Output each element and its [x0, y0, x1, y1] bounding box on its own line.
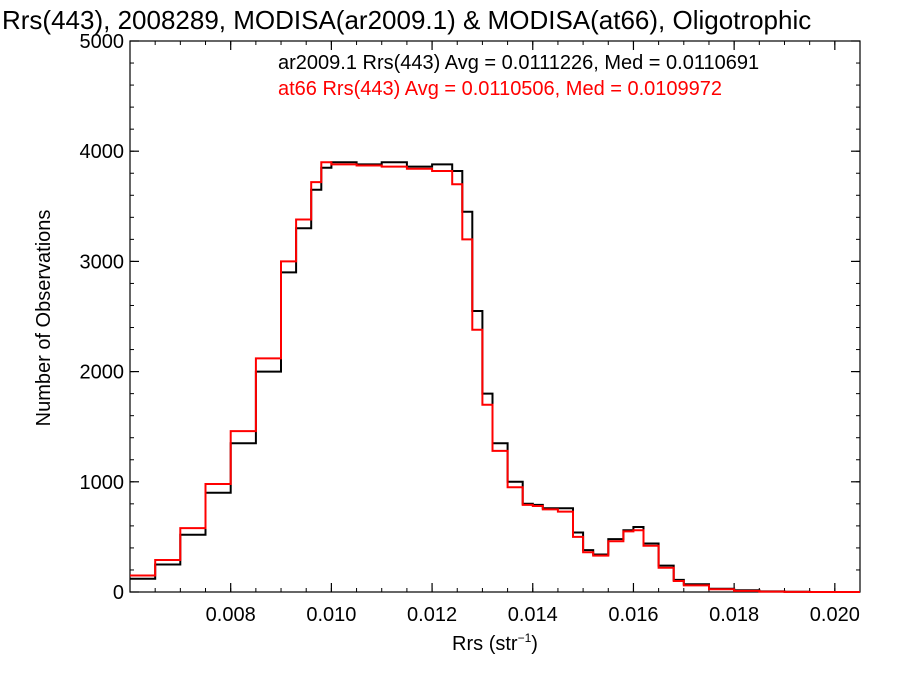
x-tick-label: 0.008	[206, 604, 256, 626]
series-line-2	[130, 161, 860, 593]
legend-entry-1: ar2009.1 Rrs(443) Avg = 0.0111226, Med =…	[278, 52, 759, 74]
x-tick-label: 0.012	[407, 604, 457, 626]
x-axis-label-text: Rrs (str	[452, 633, 518, 655]
plot-axes: 0.008 0.010 0.012 0.014 0.016 0.018 0.020 0 1000…	[80, 31, 861, 626]
legend-entry-2: at66 Rrs(443) Avg = 0.0110506, Med = 0.0…	[278, 78, 722, 100]
x-tick-label: 0.014	[508, 604, 558, 626]
x-tick-label: 0.016	[608, 604, 658, 626]
y-tick-label: 1000	[80, 472, 125, 494]
x-axis-label-superscript: −1	[518, 631, 532, 645]
y-tick-label: 0	[113, 582, 124, 604]
x-tick-label: 0.020	[810, 604, 860, 626]
y-tick-label: 4000	[80, 141, 125, 163]
series-layer	[130, 161, 860, 593]
plot-frame	[129, 40, 861, 593]
y-axis-label: Number of Observations	[33, 210, 55, 427]
x-tick-label: 0.010	[306, 604, 356, 626]
x-tick-label: 0.018	[709, 604, 759, 626]
y-tick-label: 2000	[80, 362, 125, 384]
x-axis-label: Rrs (str−1)	[452, 631, 538, 655]
y-tick-label: 3000	[80, 251, 125, 273]
chart-title: Rrs(443), 2008289, MODISA(ar2009.1) & MO…	[2, 5, 811, 35]
series-line-1	[130, 161, 860, 593]
x-axis-label-close: )	[531, 633, 538, 655]
legend: ar2009.1 Rrs(443) Avg = 0.0111226, Med =…	[278, 52, 759, 100]
y-tick-label: 5000	[80, 31, 125, 53]
